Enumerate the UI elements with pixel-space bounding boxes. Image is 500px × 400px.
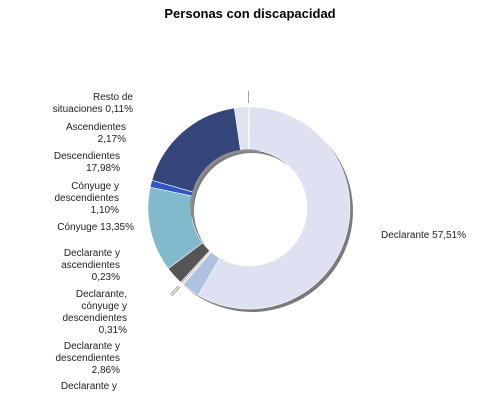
slice-label-6: Cónyuge y descendientes 1,10% — [55, 181, 120, 216]
slice-label-5: Cónyuge 13,35% — [57, 222, 134, 233]
donut-inner-shade — [190, 149, 260, 219]
slice-0[interactable] — [197, 106, 351, 310]
slice-label-0: Declarante 57,51% — [381, 230, 466, 241]
chart-title: Personas con discapacidad — [164, 6, 336, 21]
slice-label-9: Resto de situaciones 0,11% — [53, 92, 134, 115]
slice-label-7: Descendientes 17,98% — [54, 151, 120, 174]
slice-label-3: Declarante y ascendientes 0,23% — [61, 248, 120, 283]
leader-line-3 — [170, 285, 179, 295]
slice-label-1: Declarante y descendientes 2,86% — [56, 341, 121, 376]
slice-label-4: Declarante y — [61, 381, 117, 392]
slice-label-2: Declarante, cónyuge y descendientes 0,31% — [63, 289, 128, 336]
leader-line-2 — [171, 286, 181, 297]
slice-9[interactable] — [247, 106, 250, 151]
slice-7[interactable] — [151, 107, 241, 193]
slice-label-8: Ascendientes 2,17% — [66, 122, 126, 145]
